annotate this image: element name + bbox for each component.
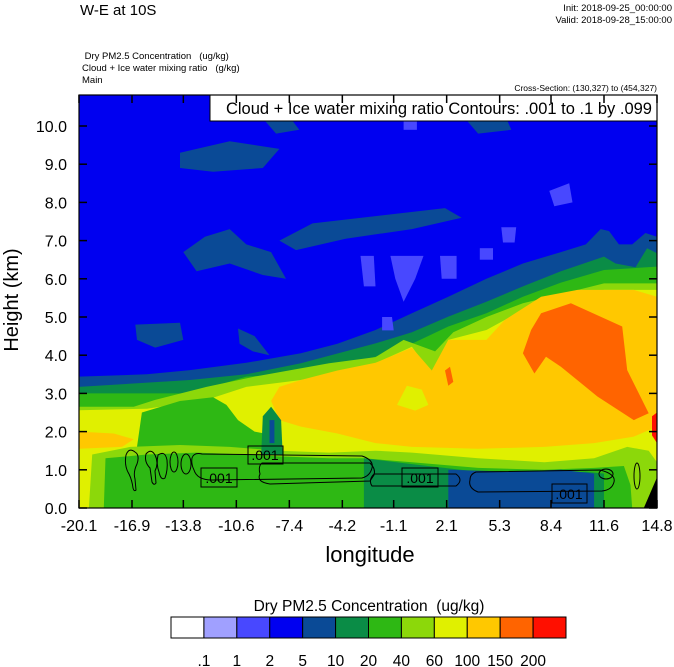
y-tick-label: 8.0 — [45, 195, 67, 212]
x-tick-label: -4.2 — [329, 518, 357, 535]
y-tick-label: 10.0 — [36, 119, 67, 136]
contour-fill-light-patch-7 — [549, 183, 573, 207]
contour-fill-yellow-pocket — [397, 385, 429, 411]
field-label-main: Main — [82, 75, 103, 86]
colorbar-label: 100 — [454, 653, 480, 667]
contour-label: .001 — [251, 447, 278, 463]
contour-fill-blue-spike — [269, 420, 275, 444]
colorbar-box — [203, 616, 238, 639]
field-label-cloud: Cloud + Ice water mixing ratio (g/kg) — [82, 63, 240, 74]
contour-fill-light-patch-1 — [360, 255, 376, 287]
contour-fill-upper-patch-4 — [180, 141, 280, 172]
contour-fill-missing-corner — [643, 477, 657, 508]
colorbar-box — [170, 616, 205, 639]
colorbar-box — [433, 616, 468, 639]
plot-frame — [78, 94, 658, 509]
contour-info-text: Cloud + Ice water mixing ratio Contours:… — [226, 100, 652, 118]
colorbar-label: 2 — [265, 653, 274, 667]
x-tick-label: -10.6 — [218, 518, 255, 535]
x-tick-label: 2.1 — [436, 518, 458, 535]
x-tick-label: 14.8 — [641, 518, 672, 535]
plot-title: W-E at 10S — [80, 2, 156, 19]
contour-fill-right-red — [652, 412, 657, 444]
contour-line — [258, 462, 375, 485]
contour-label: .001 — [205, 470, 232, 486]
colorbar-box — [302, 616, 337, 639]
contour-fill-light-patch-4 — [479, 248, 493, 260]
contour-line — [156, 452, 168, 480]
x-tick-label: -13.8 — [165, 518, 202, 535]
x-tick-label: 11.6 — [589, 518, 619, 535]
x-tick-label: -7.4 — [276, 518, 304, 535]
y-tick-label: 4.0 — [45, 348, 67, 365]
colorbar-box — [335, 616, 370, 639]
contour-fill-upper-streak — [279, 208, 462, 251]
contour-fill-band-150-200 — [522, 303, 649, 421]
contour-fill-upper-patch-3 — [238, 328, 270, 356]
y-axis-label: Height (km) — [1, 248, 23, 351]
colorbar-label: 10 — [327, 653, 345, 667]
contour-fill-bottom-band-5-10 — [448, 469, 595, 508]
init-time: Init: 2018-09-25_00:00:00 — [563, 3, 672, 14]
contour-info-box — [209, 94, 658, 122]
contour-line — [169, 451, 179, 473]
contour-label: .001 — [406, 470, 433, 486]
contour-line — [145, 450, 158, 485]
colorbar-box — [400, 616, 435, 639]
colorbar-box — [368, 616, 402, 639]
x-tick-label: 8.4 — [540, 518, 562, 535]
contour-line — [124, 449, 139, 492]
contour-fill-light-patch-6 — [382, 317, 394, 331]
x-tick-label: -20.1 — [61, 518, 98, 535]
y-tick-label: 0.0 — [45, 501, 67, 518]
contour-line — [469, 469, 615, 493]
colorbar-label: 40 — [393, 653, 411, 667]
y-tick-label: 5.0 — [45, 310, 67, 327]
cross-section-label: Cross-Section: (130,327) to (454,327) — [514, 83, 657, 93]
x-tick-label: -16.9 — [114, 518, 151, 535]
colorbar-label: 60 — [426, 653, 444, 667]
y-tick-label: 3.0 — [45, 386, 67, 403]
colorbar-label: 5 — [298, 653, 307, 667]
colorbar-label: 20 — [360, 653, 378, 667]
colorbar-box — [269, 616, 304, 639]
colorbar-box — [499, 616, 534, 639]
contour-line — [598, 468, 614, 480]
y-tick-label: 2.0 — [45, 425, 67, 442]
contour-fill-light-patch-3 — [440, 255, 457, 279]
contour-line — [180, 453, 192, 475]
colorbar-title: Dry PM2.5 Concentration (ug/kg) — [254, 598, 485, 615]
contour-line — [369, 473, 461, 487]
contour-fill-upper-patch-2 — [135, 322, 184, 348]
colorbar-box — [236, 616, 271, 639]
y-tick-label: 6.0 — [45, 272, 67, 289]
colorbar-label: 200 — [520, 653, 546, 667]
y-tick-label: 9.0 — [45, 157, 67, 174]
x-axis-label: longitude — [325, 542, 414, 567]
contour-line — [633, 462, 641, 490]
colorbar-label: .1 — [197, 653, 210, 667]
y-tick-label: 1.0 — [45, 463, 67, 480]
colorbar-box — [466, 616, 501, 639]
y-tick-label: 7.0 — [45, 234, 67, 251]
valid-time: Valid: 2018-09-28_15:00:00 — [555, 15, 672, 26]
colorbar-label: 150 — [487, 653, 513, 667]
contour-fill-left-green-blob — [137, 397, 280, 459]
contour-labels: .001 .001 .001 .001 — [200, 445, 588, 504]
colorbar-box — [532, 616, 567, 639]
contour-label: .001 — [555, 486, 582, 502]
x-tick-label: 5.3 — [489, 518, 511, 535]
field-label-pm25: Dry PM2.5 Concentration (ug/kg) — [82, 51, 229, 62]
x-tick-label: -1.1 — [380, 518, 408, 535]
contour-fill-light-patch-2 — [390, 255, 424, 302]
contour-fill-upper-patch-1 — [183, 229, 286, 279]
contour-line — [191, 453, 373, 481]
colorbar-label: 1 — [233, 653, 242, 667]
contour-fill-orange-red-spot — [445, 366, 454, 386]
contour-fill-light-patch-5 — [501, 227, 517, 243]
cloud-contour-lines — [124, 449, 641, 493]
contour-fill-left-orange — [79, 431, 134, 449]
